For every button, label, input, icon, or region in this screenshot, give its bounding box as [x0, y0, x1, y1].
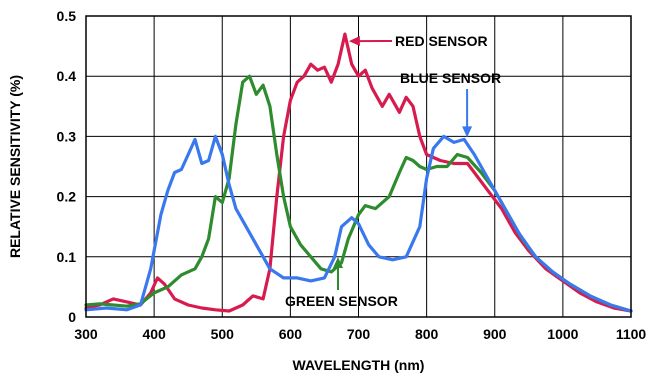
x-tick-label: 500 [211, 326, 235, 342]
green-sensor-arrow-head [333, 257, 343, 268]
x-tick-label: 700 [347, 326, 371, 342]
y-tick-label: 0.4 [57, 68, 77, 84]
y-tick-label: 0 [68, 309, 76, 325]
x-tick-label: 600 [279, 326, 303, 342]
blue-sensor-arrow-head [462, 126, 473, 138]
y-tick-label: 0.5 [57, 8, 77, 24]
red-sensor-arrow-head [348, 36, 360, 47]
x-tick-label: 300 [74, 326, 98, 342]
plot-frame [85, 15, 632, 318]
y-tick-label: 0.2 [57, 189, 77, 205]
x-tick-label: 1100 [616, 326, 647, 342]
x-tick-label: 400 [142, 326, 166, 342]
annotations: RED SENSOR BLUE SENSOR GREEN SENSOR [285, 33, 501, 309]
y-tick-label: 0.3 [57, 128, 77, 144]
blue-sensor-label: BLUE SENSOR [400, 70, 501, 86]
x-tick-label: 1000 [547, 326, 578, 342]
x-axis-title: WAVELENGTH (nm) [293, 357, 425, 373]
green-sensor-label: GREEN SENSOR [285, 293, 398, 309]
series-lines [84, 32, 633, 313]
x-tick-labels: 300 400 500 600 700 800 900 1000 1100 [74, 326, 646, 342]
blue-sensor-line [84, 134, 633, 313]
y-axis-title: RELATIVE SENSITIVITY (%) [7, 75, 23, 258]
x-tick-label: 900 [483, 326, 507, 342]
red-sensor-line [84, 32, 633, 313]
y-tick-labels: 0 0.1 0.2 0.3 0.4 0.5 [57, 8, 77, 325]
y-tick-label: 0.1 [57, 249, 77, 265]
x-tick-label: 800 [415, 326, 439, 342]
red-sensor-label: RED SENSOR [395, 33, 488, 49]
